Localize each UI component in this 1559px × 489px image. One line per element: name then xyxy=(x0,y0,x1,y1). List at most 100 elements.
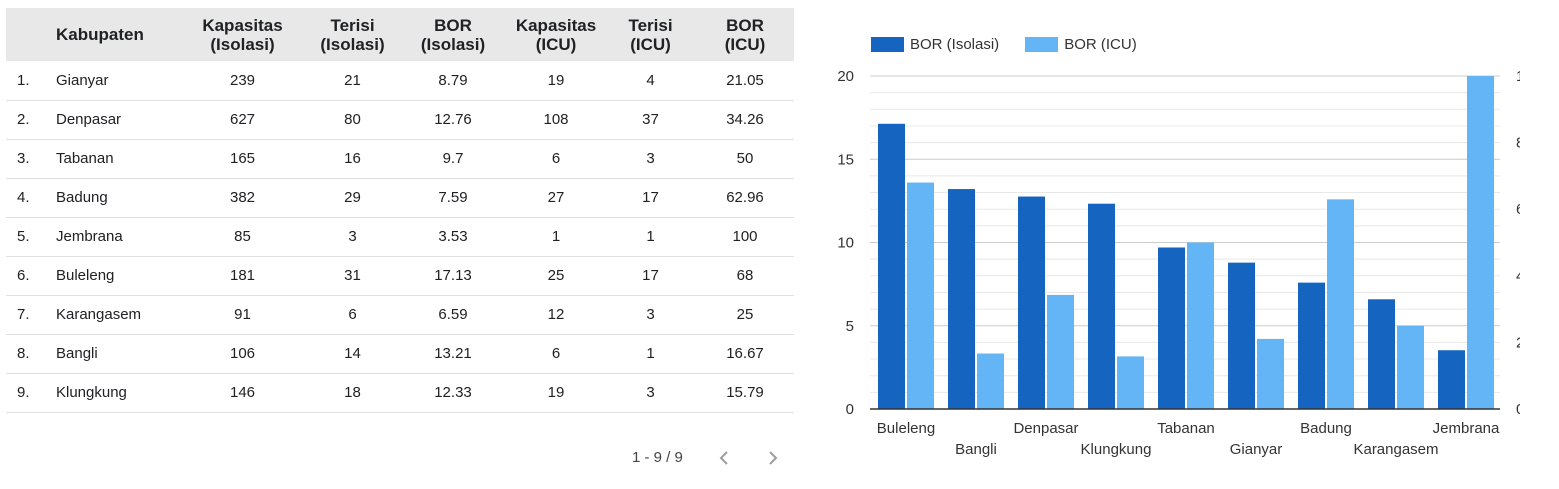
chart-legend: BOR (Isolasi) BOR (ICU) xyxy=(871,36,1137,53)
cell-kabupaten: Bangli xyxy=(56,345,98,362)
column-header-line: Kapasitas xyxy=(515,15,597,35)
column-header-line: Terisi xyxy=(628,15,673,35)
cell-kap_isolasi: 106 xyxy=(229,345,256,362)
cell-kap_isolasi: 165 xyxy=(229,150,256,167)
cell-terisi_isolasi: 80 xyxy=(344,111,361,128)
y2-tick-label: 40 xyxy=(1516,268,1520,285)
cell-bor_isolasi: 12.76 xyxy=(434,111,472,128)
cell-kap_icu: 25 xyxy=(547,267,565,284)
column-header-terisi_isolasi[interactable]: Terisi (Isolasi) xyxy=(306,8,399,61)
x-tick-label: Karangasem xyxy=(1353,441,1438,458)
cell-terisi_icu: 1 xyxy=(646,228,655,245)
cell-bor_isolasi: 13.21 xyxy=(434,345,472,362)
table-row: 5. Jembrana 85 3 3.53 1 1 100 xyxy=(6,217,794,256)
column-header-line: (ICU) xyxy=(630,34,671,54)
cell-kap_icu: 19 xyxy=(547,71,565,89)
cell-terisi_isolasi: 18 xyxy=(344,384,361,401)
cell-bor_icu: 15.79 xyxy=(726,384,764,401)
cell-no: 5. xyxy=(17,228,30,245)
column-header-line: (ICU) xyxy=(724,34,766,54)
bar xyxy=(977,353,1004,409)
chevron-right-icon xyxy=(769,451,778,465)
bar xyxy=(1257,338,1284,409)
cell-no: 3. xyxy=(17,150,30,167)
cell-no: 1. xyxy=(17,71,30,89)
x-tick-label: Tabanan xyxy=(1157,420,1215,437)
x-tick-label: Jembrana xyxy=(1433,420,1500,437)
cell-bor_isolasi: 12.33 xyxy=(434,384,472,401)
cell-bor_isolasi: 17.13 xyxy=(434,267,472,284)
cell-kap_isolasi: 146 xyxy=(229,384,256,401)
bar xyxy=(1298,282,1325,409)
bar xyxy=(878,123,905,410)
bar xyxy=(948,189,975,409)
y2-tick-label: 60 xyxy=(1516,201,1520,218)
table-row: 9. Klungkung 146 18 12.33 19 3 15.79 xyxy=(6,373,794,412)
legend-swatch xyxy=(1025,37,1059,52)
bar xyxy=(1327,199,1354,409)
cell-kap_isolasi: 382 xyxy=(229,189,256,206)
table-row: 2. Denpasar 627 80 12.76 108 37 34.26 xyxy=(6,100,794,139)
bar xyxy=(1047,294,1074,409)
cell-bor_isolasi: 9.7 xyxy=(442,150,464,167)
cell-kap_isolasi: 85 xyxy=(234,228,251,245)
bar xyxy=(1368,299,1395,409)
y-tick-label: 20 xyxy=(837,68,854,85)
cell-terisi_icu: 3 xyxy=(646,306,655,323)
bar xyxy=(1467,76,1494,409)
next-page-button[interactable] xyxy=(761,447,783,469)
x-tick-label: Denpasar xyxy=(1013,420,1078,437)
prev-page-button[interactable] xyxy=(714,447,736,469)
column-header-line: (Isolasi) xyxy=(320,34,385,54)
legend-label: BOR (Isolasi) xyxy=(910,36,1000,53)
legend-item[interactable]: BOR (ICU) xyxy=(1025,36,1137,53)
bar xyxy=(1088,203,1115,409)
legend-label: BOR (ICU) xyxy=(1064,36,1137,53)
bar xyxy=(1228,262,1255,409)
y2-tick-label: 0 xyxy=(1516,401,1520,418)
cell-bor_icu: 25 xyxy=(736,306,754,323)
cell-terisi_icu: 4 xyxy=(646,71,655,89)
column-header-line: BOR xyxy=(434,15,472,35)
cell-bor_icu: 62.96 xyxy=(726,189,764,206)
table-body: 1. Gianyar 239 21 8.79 19 4 21.05 2. Denpasar 627 8… xyxy=(6,61,794,412)
y-tick-label: 0 xyxy=(846,401,854,418)
pagination-label: 1 - 9 / 9 xyxy=(632,449,683,466)
column-header-kap_icu[interactable]: Kapasitas (ICU) xyxy=(507,8,605,61)
column-header-terisi_icu[interactable]: Terisi (ICU) xyxy=(605,8,696,61)
cell-kap_isolasi: 627 xyxy=(229,111,256,128)
cell-bor_icu: 50 xyxy=(736,150,754,167)
cell-kap_icu: 108 xyxy=(543,111,569,128)
column-header-kap_isolasi[interactable]: Kapasitas (Isolasi) xyxy=(179,8,306,61)
legend-item[interactable]: BOR (Isolasi) xyxy=(871,36,999,53)
y-tick-label: 15 xyxy=(837,151,854,168)
cell-kap_icu: 19 xyxy=(547,384,565,401)
cell-terisi_isolasi: 29 xyxy=(344,189,361,206)
cell-kabupaten: Badung xyxy=(56,189,108,206)
cell-kap_icu: 12 xyxy=(547,306,565,323)
column-header-bor_isolasi[interactable]: BOR (Isolasi) xyxy=(399,8,507,61)
cell-terisi_isolasi: 14 xyxy=(344,345,361,362)
bor-bar-chart: 0 5 10 15 20 0 20 40 60 80 100 Buleleng Bangli Denpas… xyxy=(837,68,1520,458)
column-header-kabupaten[interactable]: Kabupaten xyxy=(56,25,144,44)
bar xyxy=(1018,196,1045,409)
y2-tick-label: 100 xyxy=(1516,68,1520,85)
data-table-container: Kabupaten Kapasitas (Isolasi) Terisi (Isolas… xyxy=(6,8,794,413)
cell-no: 6. xyxy=(17,267,30,284)
cell-no: 8. xyxy=(17,345,30,362)
cell-bor_icu: 21.05 xyxy=(726,71,764,89)
column-header-bor_icu[interactable]: BOR (ICU) xyxy=(696,8,794,61)
column-header-line: Terisi xyxy=(330,15,375,35)
cell-terisi_isolasi: 21 xyxy=(344,71,361,89)
table-row: 3. Tabanan 165 16 9.7 6 3 50 xyxy=(6,139,794,178)
column-header-no[interactable] xyxy=(6,8,56,61)
cell-bor_isolasi: 6.59 xyxy=(438,306,468,323)
bar xyxy=(1438,350,1465,409)
table-row: 7. Karangasem 91 6 6.59 12 3 25 xyxy=(6,295,794,334)
cell-kap_icu: 1 xyxy=(551,228,561,245)
cell-terisi_isolasi: 31 xyxy=(344,267,361,284)
cell-terisi_isolasi: 6 xyxy=(348,306,357,323)
column-header-line: BOR xyxy=(726,15,764,35)
cell-terisi_icu: 3 xyxy=(646,384,655,401)
cell-kabupaten: Tabanan xyxy=(56,150,114,167)
